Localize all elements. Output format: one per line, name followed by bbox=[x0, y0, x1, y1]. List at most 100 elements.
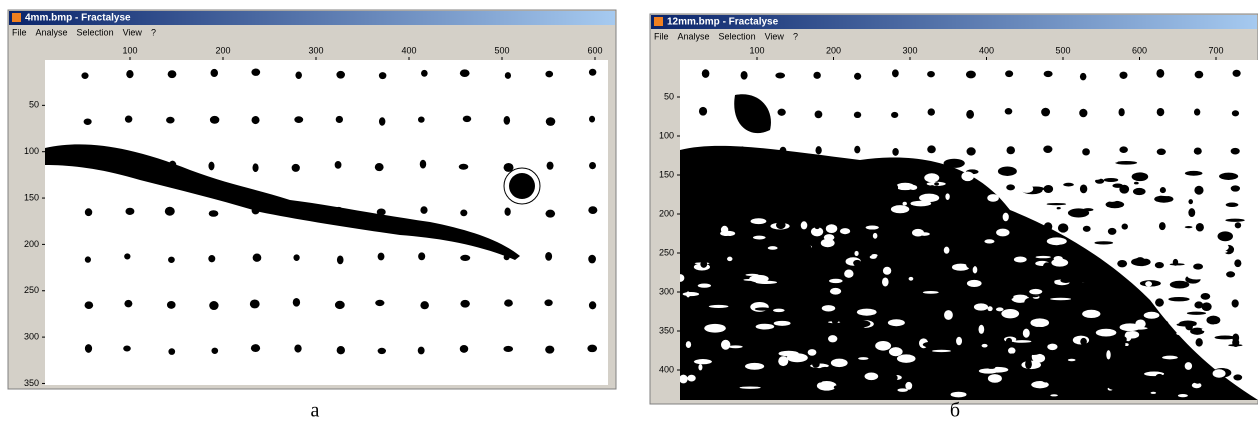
dot bbox=[1155, 374, 1163, 382]
y-tick-label: 350 bbox=[659, 325, 674, 335]
menu-item[interactable]: Analyse bbox=[36, 27, 68, 37]
dot bbox=[1005, 376, 1014, 383]
dot bbox=[252, 207, 260, 215]
menu-item[interactable]: Selection bbox=[77, 27, 114, 37]
menu-item[interactable]: File bbox=[12, 27, 27, 37]
speck bbox=[723, 173, 736, 176]
dot bbox=[815, 110, 823, 118]
dot bbox=[253, 163, 259, 172]
dot bbox=[209, 301, 218, 310]
speck bbox=[1219, 173, 1238, 180]
speck bbox=[1132, 172, 1149, 181]
speck bbox=[1188, 199, 1193, 204]
speck bbox=[1015, 387, 1033, 397]
dot bbox=[1233, 374, 1242, 380]
speck bbox=[890, 195, 903, 198]
dot bbox=[126, 70, 133, 78]
speck bbox=[1162, 356, 1178, 360]
menu-item[interactable]: Selection bbox=[719, 31, 756, 41]
speck bbox=[1120, 232, 1142, 238]
speck bbox=[888, 319, 905, 326]
dot bbox=[1155, 338, 1164, 346]
dot bbox=[851, 222, 859, 229]
x-tick-label: 600 bbox=[1132, 45, 1147, 55]
speck bbox=[1126, 354, 1131, 360]
dot bbox=[966, 185, 975, 193]
speck bbox=[967, 280, 982, 287]
speck bbox=[1220, 395, 1238, 398]
dot bbox=[587, 345, 597, 353]
speck bbox=[1135, 319, 1145, 328]
speck bbox=[844, 270, 853, 278]
dot bbox=[1119, 146, 1127, 153]
speck bbox=[1033, 354, 1046, 363]
dot bbox=[124, 253, 130, 259]
speck bbox=[909, 277, 914, 281]
speck bbox=[963, 250, 976, 254]
menu-item[interactable]: View bbox=[123, 27, 143, 37]
menu-item[interactable]: ? bbox=[793, 31, 798, 41]
speck bbox=[834, 385, 841, 389]
speck bbox=[1154, 195, 1173, 202]
dot bbox=[504, 116, 511, 125]
dot bbox=[126, 163, 135, 170]
speck bbox=[823, 218, 839, 221]
speck bbox=[875, 341, 891, 351]
speck bbox=[830, 288, 841, 295]
speck bbox=[1226, 203, 1239, 208]
dot bbox=[545, 346, 554, 354]
speck bbox=[1215, 335, 1236, 339]
dot bbox=[165, 207, 175, 216]
speck bbox=[679, 375, 688, 384]
dot bbox=[85, 208, 92, 216]
dot bbox=[739, 146, 745, 155]
speck bbox=[1188, 163, 1207, 169]
dot bbox=[1120, 298, 1126, 305]
speck bbox=[683, 171, 694, 179]
dot bbox=[853, 298, 859, 305]
dot bbox=[1082, 148, 1090, 155]
dot bbox=[251, 344, 260, 352]
speck bbox=[794, 375, 801, 379]
speck bbox=[774, 321, 791, 326]
speck bbox=[1082, 310, 1100, 318]
speck bbox=[829, 279, 843, 283]
menu-item[interactable]: ? bbox=[151, 27, 156, 37]
speck bbox=[1055, 209, 1066, 215]
dot bbox=[337, 256, 344, 265]
dot bbox=[966, 147, 975, 155]
speck bbox=[792, 243, 812, 251]
dot bbox=[892, 69, 899, 77]
speck bbox=[1188, 208, 1195, 217]
speck bbox=[812, 360, 820, 368]
window-title: 4mm.bmp - Fractalyse bbox=[25, 13, 131, 24]
dot bbox=[1005, 70, 1013, 77]
dot bbox=[932, 336, 938, 344]
dot bbox=[125, 208, 134, 215]
dot bbox=[779, 374, 786, 381]
dot bbox=[853, 260, 861, 266]
speck bbox=[682, 370, 689, 375]
speck bbox=[821, 239, 835, 247]
dot bbox=[545, 71, 553, 78]
dot bbox=[776, 221, 786, 229]
menu-item[interactable]: View bbox=[765, 31, 785, 41]
speck bbox=[1120, 305, 1130, 308]
dot bbox=[1006, 224, 1014, 230]
speck bbox=[1185, 362, 1192, 370]
dot bbox=[125, 115, 132, 122]
speck bbox=[738, 196, 745, 199]
menu-item[interactable]: File bbox=[654, 31, 669, 41]
speck bbox=[687, 375, 695, 382]
dot bbox=[1119, 185, 1129, 194]
speck bbox=[1078, 198, 1086, 202]
caption: а bbox=[311, 400, 320, 422]
menu-item[interactable]: Analyse bbox=[678, 31, 710, 41]
speck bbox=[721, 226, 728, 234]
speck bbox=[987, 194, 999, 202]
dot bbox=[378, 348, 386, 354]
dot bbox=[123, 345, 131, 351]
dot bbox=[1196, 223, 1204, 232]
speck bbox=[857, 309, 877, 316]
dot bbox=[504, 163, 514, 172]
